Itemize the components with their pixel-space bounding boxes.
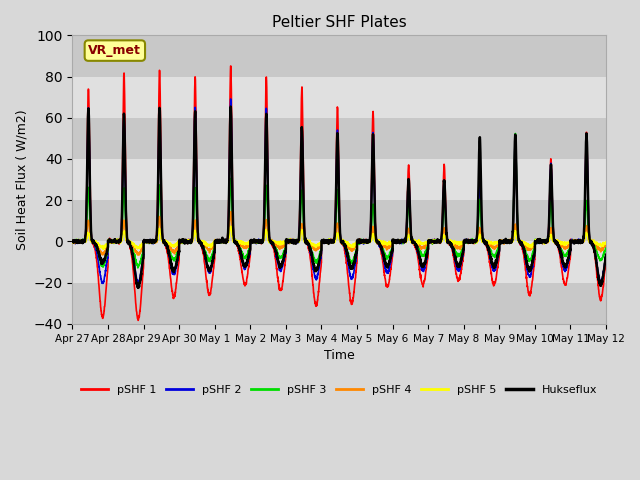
Text: VR_met: VR_met — [88, 44, 141, 57]
Bar — [72, 283, 606, 324]
Bar — [72, 200, 606, 241]
Title: Peltier SHF Plates: Peltier SHF Plates — [272, 15, 406, 30]
Bar — [72, 36, 606, 76]
Bar — [72, 241, 606, 283]
Legend: pSHF 1, pSHF 2, pSHF 3, pSHF 4, pSHF 5, Hukseflux: pSHF 1, pSHF 2, pSHF 3, pSHF 4, pSHF 5, … — [76, 380, 602, 399]
Bar — [72, 76, 606, 118]
Y-axis label: Soil Heat Flux ( W/m2): Soil Heat Flux ( W/m2) — [15, 109, 28, 250]
Bar — [72, 159, 606, 200]
Bar — [72, 118, 606, 159]
X-axis label: Time: Time — [324, 349, 355, 362]
